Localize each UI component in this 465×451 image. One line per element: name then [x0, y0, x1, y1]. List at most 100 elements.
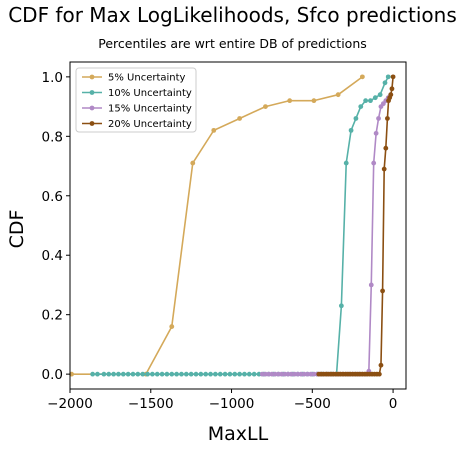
legend-entry-20pct-uncertainty: 20% Uncertainty [82, 119, 192, 130]
data-point-5pct-uncertainty [311, 98, 317, 104]
data-point-10pct-uncertainty [90, 371, 96, 377]
data-point-20pct-uncertainty [378, 362, 384, 368]
data-point-5pct-uncertainty [359, 74, 365, 80]
data-point-15pct-uncertainty [373, 130, 379, 136]
x-tick-label: −1500 [128, 396, 174, 412]
data-point-5pct-uncertainty [287, 98, 293, 104]
data-point-10pct-uncertainty [343, 160, 349, 166]
legend-label: 5% Uncertainty [108, 73, 186, 84]
data-point-10pct-uncertainty [377, 92, 383, 98]
data-point-10pct-uncertainty [246, 371, 252, 377]
data-point-10pct-uncertainty [149, 371, 155, 377]
data-point-10pct-uncertainty [232, 371, 238, 377]
data-point-10pct-uncertainty [212, 371, 218, 377]
legend-swatch-marker [89, 105, 95, 111]
data-point-10pct-uncertainty [130, 371, 136, 377]
data-point-10pct-uncertainty [183, 371, 189, 377]
data-point-10pct-uncertainty [193, 371, 199, 377]
x-axis-label: MaxLL [207, 423, 269, 445]
data-point-10pct-uncertainty [242, 371, 247, 377]
x-tick-label: −500 [294, 396, 331, 412]
x-tick-label: −2000 [47, 396, 93, 412]
legend-swatch-marker [89, 74, 95, 80]
data-point-15pct-uncertainty [368, 282, 374, 288]
series-5pct-uncertainty [69, 74, 365, 377]
data-point-10pct-uncertainty [348, 127, 354, 133]
data-point-10pct-uncertainty [120, 371, 126, 377]
y-tick-label: 0.4 [42, 248, 63, 264]
data-point-20pct-uncertainty [376, 371, 382, 377]
data-point-10pct-uncertainty [198, 371, 204, 377]
chart-title: CDF for Max LogLikelihoods, Sfco predict… [8, 3, 457, 27]
data-point-5pct-uncertainty [263, 104, 268, 109]
data-point-10pct-uncertainty [169, 371, 175, 377]
data-point-10pct-uncertainty [145, 371, 150, 377]
data-point-10pct-uncertainty [174, 371, 180, 377]
legend-entry-5pct-uncertainty: 5% Uncertainty [82, 73, 186, 84]
data-point-20pct-uncertainty [389, 86, 395, 92]
data-point-10pct-uncertainty [358, 104, 364, 109]
data-point-10pct-uncertainty [95, 371, 100, 377]
data-point-20pct-uncertainty [383, 145, 389, 151]
y-tick-label: 0.8 [42, 129, 63, 145]
data-point-20pct-uncertainty [385, 116, 390, 121]
data-point-10pct-uncertainty [188, 371, 194, 377]
legend-swatch-marker [89, 121, 95, 126]
chart-subtitle: Percentiles are wrt entire DB of predict… [98, 36, 367, 51]
data-point-10pct-uncertainty [164, 371, 170, 377]
data-point-10pct-uncertainty [382, 80, 388, 86]
data-point-15pct-uncertainty [376, 116, 381, 121]
data-point-10pct-uncertainty [251, 371, 257, 377]
data-point-20pct-uncertainty [388, 92, 394, 98]
data-point-10pct-uncertainty [353, 116, 359, 121]
plot-frame [69, 61, 407, 390]
data-point-10pct-uncertainty [237, 371, 243, 377]
legend-box [75, 67, 197, 133]
y-tick-label: 0.2 [42, 308, 63, 324]
data-point-10pct-uncertainty [372, 95, 378, 101]
legend: 5% Uncertainty 10% Uncertainty 15% Uncerta… [75, 67, 197, 133]
data-point-5pct-uncertainty [169, 324, 175, 329]
data-point-10pct-uncertainty [338, 303, 344, 309]
data-point-10pct-uncertainty [159, 371, 165, 377]
y-axis-ticks: 0.0 0.2 0.4 0.6 0.8 1.0 [42, 70, 70, 383]
data-point-5pct-uncertainty [237, 116, 243, 121]
y-tick-label: 0.6 [42, 189, 63, 205]
data-point-10pct-uncertainty [203, 371, 209, 377]
legend-swatch-marker [89, 90, 95, 95]
x-axis-ticks: −2000 −1500 −1000 −500 0 [47, 389, 397, 412]
series-15pct-uncertainty [259, 92, 394, 377]
y-tick-label: 0.0 [42, 367, 63, 383]
series-layer [69, 74, 396, 377]
data-point-10pct-uncertainty [111, 371, 117, 377]
data-point-10pct-uncertainty [227, 371, 233, 377]
data-point-10pct-uncertainty [106, 371, 112, 377]
series-line-20pct-uncertainty [318, 76, 394, 375]
x-tick-label: −1000 [209, 396, 255, 412]
data-point-10pct-uncertainty [385, 74, 391, 80]
legend-label: 15% Uncertainty [108, 104, 192, 115]
data-point-10pct-uncertainty [179, 371, 184, 377]
series-20pct-uncertainty [316, 74, 396, 377]
data-point-20pct-uncertainty [381, 166, 387, 172]
data-point-10pct-uncertainty [222, 371, 228, 377]
data-point-10pct-uncertainty [140, 371, 146, 377]
data-point-10pct-uncertainty [125, 371, 131, 377]
legend-entry-15pct-uncertainty: 15% Uncertainty [82, 104, 192, 115]
data-point-10pct-uncertainty [154, 371, 160, 377]
data-point-15pct-uncertainty [371, 160, 377, 166]
series-line-15pct-uncertainty [262, 94, 392, 375]
data-point-10pct-uncertainty [101, 371, 107, 377]
data-point-5pct-uncertainty [211, 127, 217, 133]
legend-label: 20% Uncertainty [108, 119, 192, 130]
y-axis-label: CDF [6, 209, 28, 249]
data-point-10pct-uncertainty [135, 371, 141, 377]
data-point-10pct-uncertainty [363, 98, 369, 104]
data-point-20pct-uncertainty [380, 288, 385, 294]
data-point-5pct-uncertainty [190, 160, 196, 166]
data-point-10pct-uncertainty [208, 371, 213, 377]
legend-entry-10pct-uncertainty: 10% Uncertainty [82, 88, 192, 99]
y-tick-label: 1.0 [42, 70, 63, 86]
data-point-10pct-uncertainty [217, 371, 223, 377]
